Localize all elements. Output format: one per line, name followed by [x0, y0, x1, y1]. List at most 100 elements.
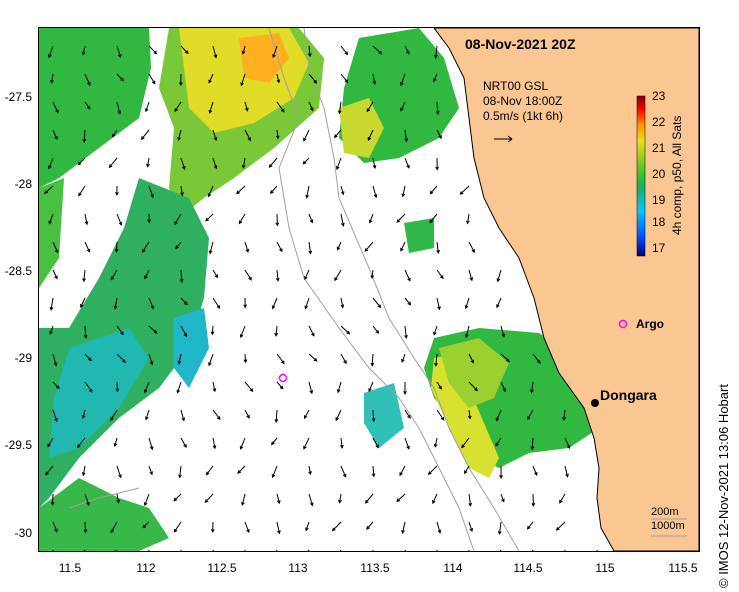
current-vector-head [110, 276, 115, 281]
current-vector-head [77, 444, 81, 449]
current-vector-head [401, 193, 406, 198]
current-vector-head [338, 499, 342, 504]
current-vector [276, 521, 280, 534]
current-vector-head [340, 444, 344, 449]
map-canvas [39, 28, 699, 551]
current-vector-head [153, 330, 158, 334]
current-vector [144, 269, 150, 279]
depth-legend-1000m: 1000m [651, 520, 685, 532]
current-vector [564, 465, 569, 477]
current-vector [337, 381, 342, 393]
current-vector [49, 325, 54, 334]
current-vector-head [274, 419, 279, 424]
current-vector [205, 213, 214, 222]
current-vector [371, 269, 374, 279]
current-vector-head [311, 332, 315, 337]
colorbar-tick: 22 [652, 115, 666, 129]
current-vector [396, 213, 406, 223]
current-vector [78, 185, 86, 196]
current-vector [52, 269, 58, 279]
current-vector [44, 185, 54, 194]
current-vector [212, 297, 220, 309]
current-vector-head [78, 192, 82, 197]
current-vector-head [437, 306, 441, 311]
current-vector [468, 409, 471, 419]
current-vector-head [118, 474, 122, 479]
current-vector-head [434, 362, 438, 367]
sst-patch-warm-hot [239, 33, 289, 83]
current-vector-head [344, 79, 349, 84]
current-vector-head [142, 524, 147, 529]
current-vector-head [245, 107, 249, 112]
current-vector-head [117, 53, 122, 58]
current-vector-head [432, 500, 436, 505]
current-vector [276, 549, 278, 551]
current-vector-head [56, 385, 60, 390]
current-vector-head [372, 80, 377, 86]
current-vector-head [247, 137, 251, 142]
colorbar-tick: 19 [652, 193, 666, 207]
current-vector-head [82, 138, 87, 143]
sst-patch-small-a [404, 218, 434, 253]
current-vector [500, 325, 505, 337]
current-vector [435, 353, 438, 366]
current-vector-head [236, 190, 240, 195]
current-vector-head [213, 165, 218, 170]
current-vector-head [184, 301, 188, 306]
current-vector-head [239, 445, 244, 450]
current-vector-head [406, 50, 410, 55]
current-vector [109, 157, 118, 168]
current-vector-head [470, 359, 474, 364]
current-vector-head [177, 136, 181, 142]
current-vector-head [537, 359, 541, 364]
sst-patch-nw [39, 28, 151, 188]
current-vector [52, 353, 57, 366]
current-vector [400, 101, 406, 111]
current-vector-head [149, 471, 153, 476]
current-vector [372, 297, 381, 308]
current-vector-head [434, 54, 438, 59]
current-vector-head [344, 51, 349, 56]
current-vector-head [281, 360, 285, 365]
current-vector-head [468, 502, 473, 507]
current-vector [429, 213, 438, 223]
current-vector [340, 213, 344, 226]
current-vector-head [562, 417, 566, 422]
current-vector [432, 493, 438, 504]
current-vector [308, 493, 313, 506]
current-vector [305, 297, 310, 309]
current-vector-head [506, 358, 510, 363]
current-vector [563, 409, 566, 421]
current-vector [116, 493, 120, 503]
current-vector [276, 353, 285, 364]
current-vector [400, 241, 406, 252]
current-vector-head [366, 108, 371, 113]
current-vector [80, 297, 86, 308]
current-vector [212, 157, 217, 169]
x-tick-label: 11.5 [58, 561, 82, 575]
current-vector [435, 45, 438, 58]
current-vector [340, 465, 347, 477]
current-vector [372, 437, 379, 448]
current-vector-head [153, 50, 158, 55]
current-vector [464, 465, 470, 474]
current-vector [338, 101, 342, 114]
current-vector-head [403, 390, 407, 395]
current-vector-head [334, 277, 338, 282]
current-vector-head [435, 110, 440, 115]
current-vector [244, 101, 248, 111]
sst-patch-cyan-mid [174, 308, 209, 388]
current-vector-head [114, 248, 119, 253]
current-vector-head [342, 473, 347, 478]
current-vector [307, 549, 310, 551]
current-vector-head [274, 332, 279, 337]
current-vector-head [340, 191, 345, 196]
current-vector [48, 45, 54, 58]
y-tick-label: -30 [14, 526, 32, 540]
current-vector [396, 493, 406, 502]
current-vector [372, 185, 377, 198]
current-vector-head [466, 220, 470, 225]
current-vector-head [303, 445, 307, 450]
current-vector-head [204, 499, 209, 503]
current-vector-head [183, 444, 187, 448]
